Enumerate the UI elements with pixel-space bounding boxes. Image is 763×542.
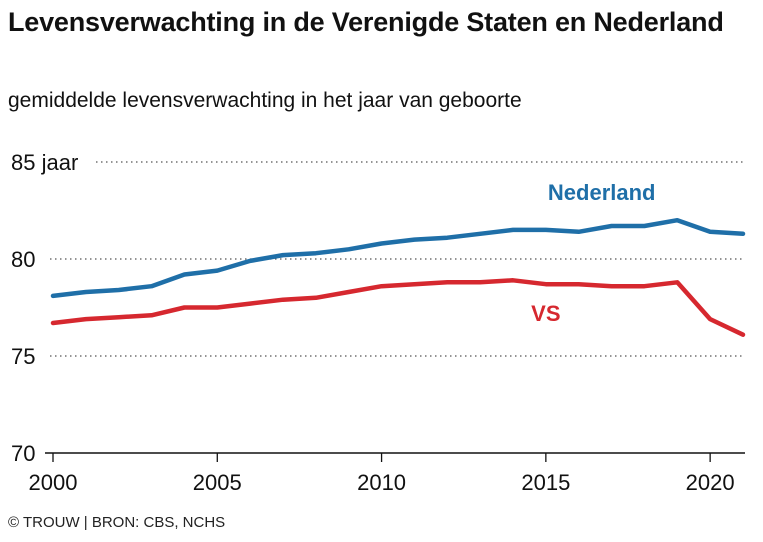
- chart-subtitle: gemiddelde levensverwachting in het jaar…: [8, 89, 522, 112]
- series-lines: [50, 217, 746, 337]
- y-tick-label-80: 80: [11, 247, 35, 272]
- series-label-nederland: Nederland: [548, 180, 656, 205]
- source-credit: © TROUW | BRON: CBS, NCHS: [8, 514, 226, 531]
- x-tick-label-2020: 2020: [686, 470, 735, 495]
- chart-title: Levensverwachting in de Verenigde Staten…: [8, 7, 724, 37]
- y-tick-label-85: 85 jaar: [11, 150, 78, 175]
- series-label-vs: VS: [531, 301, 560, 326]
- y-axis: 85 jaar 80 75 70: [11, 150, 78, 466]
- series-line-vs: [50, 278, 746, 337]
- y-tick-label-75: 75: [11, 344, 35, 369]
- y-tick-label-70: 70: [11, 441, 35, 466]
- x-axis: 2000 2005 2010 2015 2020: [29, 453, 735, 495]
- x-tick-label-2005: 2005: [193, 470, 242, 495]
- x-tick-label-2000: 2000: [29, 470, 78, 495]
- series-labels: Nederland VS: [531, 180, 655, 326]
- series-line-nederland: [50, 217, 746, 299]
- x-tick-label-2010: 2010: [357, 470, 406, 495]
- x-tick-label-2015: 2015: [521, 470, 570, 495]
- gridlines: [45, 161, 745, 454]
